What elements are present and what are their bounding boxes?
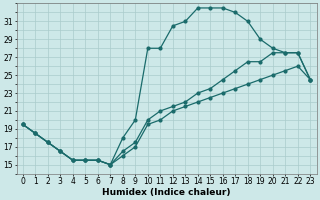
X-axis label: Humidex (Indice chaleur): Humidex (Indice chaleur) (102, 188, 231, 197)
